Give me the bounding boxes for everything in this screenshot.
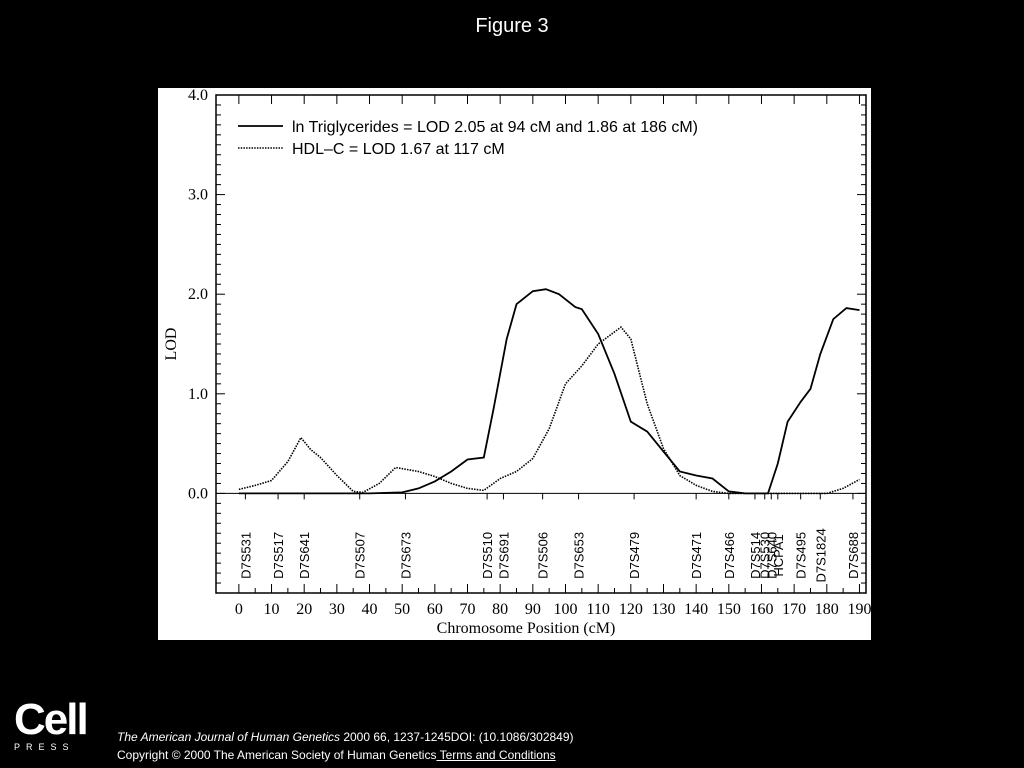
marker-label: D7S506 xyxy=(536,532,551,579)
x-tick-label: 160 xyxy=(749,601,773,618)
logo-word: Cell xyxy=(14,695,89,744)
marker-label: D7S471 xyxy=(689,532,704,579)
marker-label: D7S510 xyxy=(480,532,495,579)
lod-chart: 0.0 1.0 2.0 3.0 4.0 0 10 20 30 40 50 60 70 80 90 100 110… xyxy=(163,88,871,637)
x-tick-label: 130 xyxy=(651,601,675,618)
x-tick-label: 120 xyxy=(619,601,643,618)
x-axis-label: Chromosome Position (cM) xyxy=(437,620,616,637)
marker-label: D7S688 xyxy=(846,532,861,579)
x-tick-label: 190 xyxy=(847,601,871,618)
x-tick-label: 140 xyxy=(684,601,708,618)
y-tick-label: 1.0 xyxy=(188,386,208,403)
marker-label: D7S514 xyxy=(748,532,763,579)
legend-label-1: ln Triglycerides = LOD 2.05 at 94 cM and… xyxy=(292,119,698,136)
citation-details: 2000 66, 1237-1245DOI: (10.1086/302849) xyxy=(340,730,574,744)
figure-title: Figure 3 xyxy=(475,15,549,37)
marker-label: D7S1824 xyxy=(813,528,828,582)
x-tick-label: 10 xyxy=(264,601,280,618)
x-tick-label: 70 xyxy=(460,601,476,618)
x-tick-label: 170 xyxy=(782,601,806,618)
x-tick-label: 100 xyxy=(553,601,577,618)
x-tick-label: 30 xyxy=(329,601,345,618)
y-tick-label: 3.0 xyxy=(188,187,208,204)
marker-label: D7S517 xyxy=(271,532,286,579)
terms-link[interactable]: Terms and Conditions xyxy=(436,748,556,762)
marker-label: D7S691 xyxy=(496,532,511,579)
marker-label: D7S640 xyxy=(764,532,779,579)
x-tick-label: 60 xyxy=(427,601,443,618)
x-tick-label: 0 xyxy=(235,601,243,618)
y-tick-label: 0.0 xyxy=(188,485,208,502)
copyright: Copyright © 2000 The American Society of… xyxy=(117,748,556,762)
marker-label: D7S641 xyxy=(297,532,312,579)
x-tick-label: 40 xyxy=(362,601,378,618)
marker-label: D7S531 xyxy=(238,532,253,579)
plot-frame xyxy=(215,94,867,594)
marker-label: D7S673 xyxy=(398,532,413,579)
y-tick-label: 2.0 xyxy=(188,286,208,303)
citation-journal: The American Journal of Human Genetics xyxy=(117,730,340,744)
x-tick-label: 180 xyxy=(815,601,839,618)
marker-label: D7S479 xyxy=(627,532,642,579)
y-axis-label: LOD xyxy=(163,328,180,361)
marker-label: D7S507 xyxy=(353,532,368,579)
x-tick-label: 50 xyxy=(394,601,410,618)
marker-label: D7S653 xyxy=(572,532,587,579)
x-tick-label: 150 xyxy=(717,601,741,618)
x-tick-label: 110 xyxy=(586,601,609,618)
chart-panel: 0.0 1.0 2.0 3.0 4.0 0 10 20 30 40 50 60 70 80 90 100 110… xyxy=(158,88,871,640)
series-line-1 xyxy=(238,288,860,495)
cell-press-logo: Cell PRESS xyxy=(14,695,92,753)
series-line-2 xyxy=(238,326,860,495)
citation: The American Journal of Human Genetics 2… xyxy=(117,730,574,744)
y-tick-label: 4.0 xyxy=(188,88,208,104)
marker-label: D7S530 xyxy=(758,532,773,579)
marker-label: HCPA1 xyxy=(771,534,786,576)
legend-label-2: HDL–C = LOD 1.67 at 117 cM xyxy=(292,141,505,158)
marker-label: D7S466 xyxy=(722,532,737,579)
marker-label: D7S495 xyxy=(794,532,809,579)
copyright-text: Copyright © 2000 The American Society of… xyxy=(117,748,437,762)
logo-sub: PRESS xyxy=(14,742,75,752)
x-tick-label: 20 xyxy=(296,601,312,618)
x-tick-label: 80 xyxy=(492,601,508,618)
x-tick-label: 90 xyxy=(525,601,541,618)
